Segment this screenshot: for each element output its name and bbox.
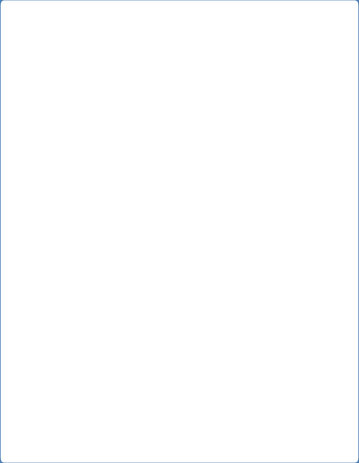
Text: 14. (5,5): 14. (5,5) (198, 170, 233, 179)
Text: 8.  (6.5,1): 8. (6.5,1) (113, 157, 154, 166)
Text: 13. (6,5): 13. (6,5) (198, 157, 233, 166)
Circle shape (209, 278, 229, 289)
Text: © www.k5learning.com: © www.k5learning.com (255, 442, 345, 450)
X-axis label: x: x (348, 362, 353, 372)
Text: 17. (4,2): 17. (4,2) (270, 157, 305, 166)
Text: K: K (21, 15, 29, 25)
Text: 2.  (1,1.5): 2. (1,1.5) (31, 144, 72, 154)
Text: 6.  (6,0): 6. (6,0) (113, 131, 146, 140)
Text: Plot the coordinate points: Plot the coordinate points (24, 76, 150, 86)
Text: Figure:: Figure: (24, 357, 80, 371)
Text: 10. (6.5,2): 10. (6.5,2) (113, 183, 156, 192)
Text: Mystery picture: Mystery picture (18, 32, 166, 50)
Text: Color and name the figure that appears below.: Color and name the figure that appears b… (24, 93, 247, 102)
Text: Grade 4 Geometry Worksheet: Grade 4 Geometry Worksheet (18, 62, 144, 70)
Circle shape (221, 280, 226, 282)
Text: 1.  (3.5,3): 1. (3.5,3) (31, 131, 72, 140)
FancyBboxPatch shape (13, 106, 350, 200)
Text: Learning: Learning (49, 16, 101, 26)
Text: in order: in order (168, 76, 211, 86)
Text: 9.  (6.5,1.5): 9. (6.5,1.5) (113, 170, 161, 179)
Text: Coordinate points:: Coordinate points: (127, 110, 236, 120)
Text: 16. (3.5,3): 16. (3.5,3) (270, 144, 313, 154)
Text: 7.  (7.5,0): 7. (7.5,0) (113, 144, 154, 154)
Y-axis label: y: y (16, 188, 22, 198)
Text: 5: 5 (32, 15, 39, 25)
FancyBboxPatch shape (17, 6, 47, 34)
Text: 4.  (4.5,1): 4. (4.5,1) (31, 170, 72, 179)
Text: 11. (7,3): 11. (7,3) (198, 131, 233, 140)
Text: and draw a line between each point.: and draw a line between each point. (216, 76, 359, 86)
Text: 3.  (3.5,1.5): 3. (3.5,1.5) (31, 157, 80, 166)
Text: 5.  (5,0): 5. (5,0) (31, 183, 64, 192)
Circle shape (198, 271, 238, 294)
Text: Reading and Math for K-5: Reading and Math for K-5 (14, 442, 112, 450)
Text: 18. (3.5,1.5): 18. (3.5,1.5) (270, 170, 321, 179)
Text: 12. (7,4): 12. (7,4) (198, 144, 233, 154)
Text: 15. (4,4.5): 15. (4,4.5) (270, 131, 313, 140)
